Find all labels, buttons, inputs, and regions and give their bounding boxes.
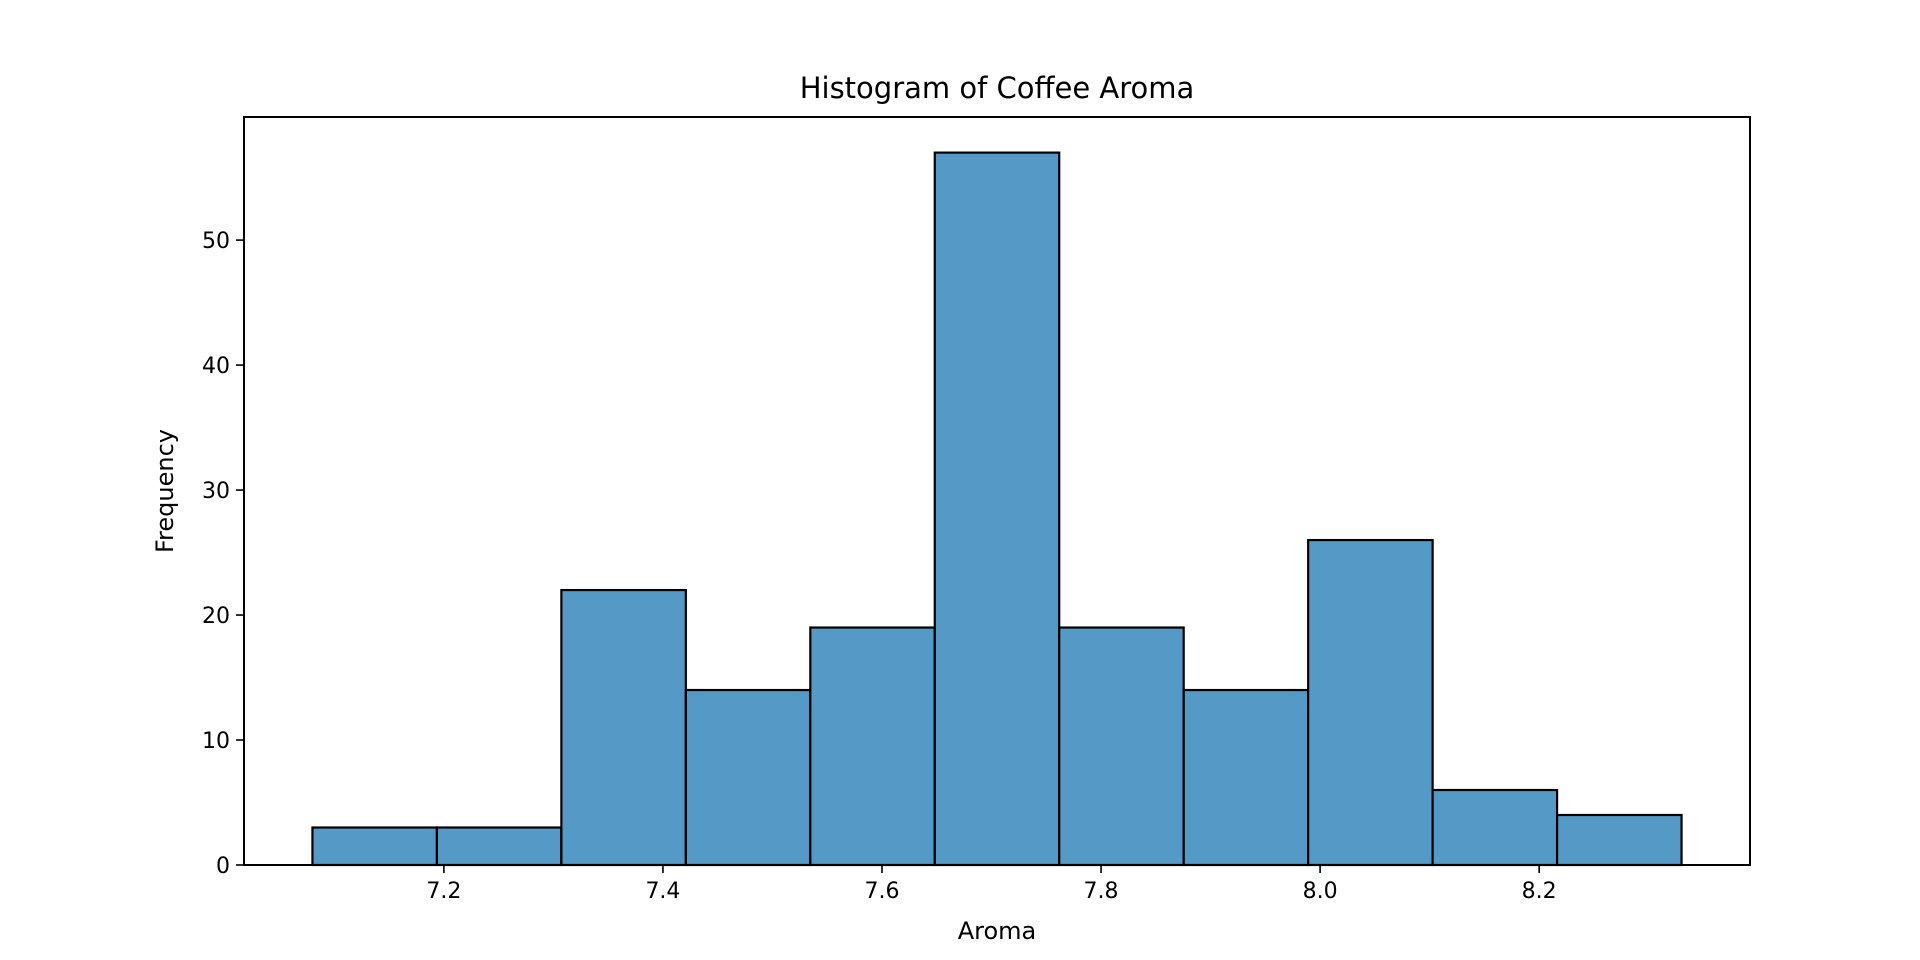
histogram-bar-7 — [1058, 626, 1185, 867]
histogram-bar-3 — [560, 588, 687, 867]
histogram-bar-11 — [1555, 813, 1683, 867]
histogram-bar-2 — [435, 826, 563, 867]
x-tick-label: 7.2 — [426, 879, 461, 904]
y-tick-label: 0 — [216, 854, 230, 879]
histogram-bar-10 — [1431, 788, 1559, 867]
histogram-bar-4 — [684, 688, 812, 867]
histogram-bar-5 — [809, 626, 936, 867]
y-tick-label: 50 — [202, 229, 230, 254]
x-axis-title: Aroma — [958, 917, 1037, 945]
x-axis-ticks: 7.2 7.4 7.6 7.8 8.0 8.2 — [426, 865, 1557, 904]
x-tick-label: 8.2 — [1522, 879, 1557, 904]
chart-title: Histogram of Coffee Aroma — [800, 71, 1195, 105]
x-tick-label: 8.0 — [1303, 879, 1338, 904]
x-tick-label: 7.4 — [645, 879, 680, 904]
x-tick-label: 7.8 — [1084, 879, 1119, 904]
y-tick-label: 30 — [202, 479, 230, 504]
y-axis-ticks: 0 10 20 30 40 50 — [202, 229, 244, 879]
histogram-bar-9 — [1307, 538, 1434, 867]
y-tick-label: 40 — [202, 354, 230, 379]
y-tick-label: 10 — [202, 729, 230, 754]
bars-group — [311, 151, 1683, 867]
plot-frame — [243, 116, 1751, 866]
x-tick-label: 7.6 — [864, 879, 899, 904]
histogram-bar-6 — [933, 151, 1061, 867]
y-tick-label: 20 — [202, 604, 230, 629]
histogram-bar-1 — [311, 826, 439, 867]
histogram-bar-8 — [1182, 688, 1310, 867]
y-axis-title: Frequency — [151, 429, 179, 553]
